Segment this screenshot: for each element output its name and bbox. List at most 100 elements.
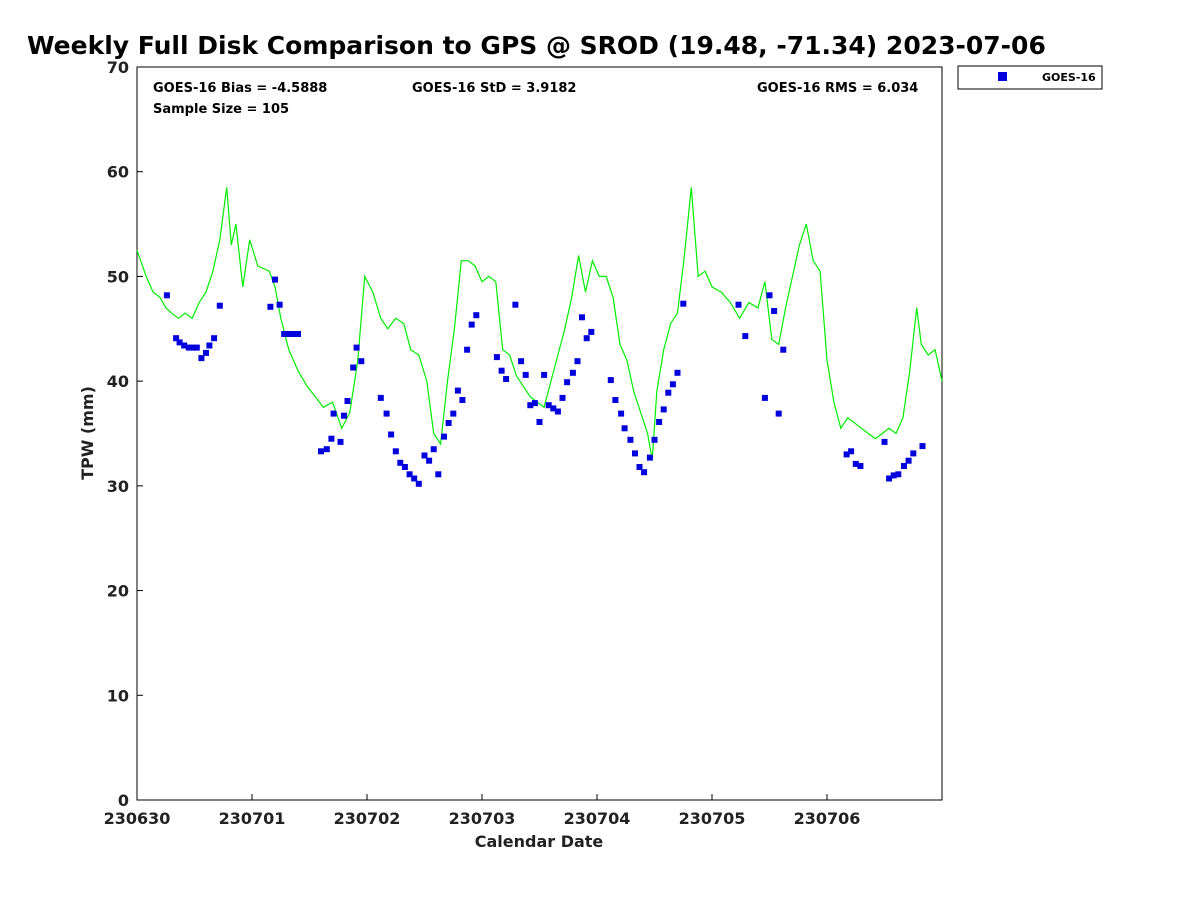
goes16-point [646,454,653,461]
goes16-point [550,405,557,412]
goes16-point [588,328,595,335]
goes16-point [493,354,500,361]
goes16-point [536,419,543,425]
goes16-point [895,471,902,478]
goes16-point [383,410,390,417]
goes16-point [468,321,475,328]
goes16-point [554,408,561,415]
goes16-point [890,472,897,479]
goes16-point [636,464,643,470]
goes16-point [353,344,360,351]
rms-stat: GOES-16 RMS = 6.034 [757,81,918,96]
goes16-point [901,463,907,469]
goes16-point [919,443,926,450]
goes16-point [660,406,667,413]
goes16-point [852,460,859,467]
goes16-point [318,448,324,455]
goes16-point [272,276,278,283]
goes16-point [267,303,274,310]
goes16-point [430,446,437,453]
goes16-point [459,397,466,403]
goes16-point [583,335,590,342]
y-tick-label: 40 [107,372,129,391]
legend: GOES-16 [957,65,1103,90]
goes16-point [392,448,399,455]
goes16-point [641,469,648,476]
plot-area [136,66,943,801]
goes16-point [341,412,347,419]
x-tick-label: 230706 [794,809,861,828]
y-tick-label: 50 [107,267,129,286]
goes16-point [415,480,422,487]
goes16-point [735,301,742,308]
goes16-point [669,381,676,388]
goes16-point [163,292,170,299]
x-tick-label: 230701 [219,809,286,828]
goes16-point [665,389,672,396]
sample-size-stat: Sample Size = 105 [153,102,289,117]
std-stat: GOES-16 StD = 3.9182 [412,81,576,96]
goes16-point [454,387,461,394]
goes16-point [211,335,218,342]
y-tick-label: 60 [107,163,129,182]
y-tick-label: 20 [107,582,129,601]
goes16-point [173,335,180,342]
y-tick-label: 70 [107,58,129,77]
goes16-point [541,371,548,378]
goes16-point [569,369,576,376]
legend-marker-goes16 [998,72,1007,81]
goes16-point [612,397,619,403]
goes16-point [607,377,614,384]
legend-label-goes16: GOES-16 [1042,71,1096,84]
goes16-point [323,446,330,453]
y-axis: 0 10 20 30 40 50 60 70 [107,58,143,810]
goes16-point [406,471,413,478]
goes16-point [881,438,888,445]
goes16-point [680,300,687,307]
goes16-point [193,344,200,351]
goes16-point [518,358,525,365]
goes16-point [771,308,778,314]
goes16-point [761,394,768,401]
goes16-point [473,312,480,319]
goes16-point [330,410,337,417]
goes16-point [564,379,571,386]
goes16-point [857,463,864,469]
x-axis: 230630 230701 230702 230703 230704 230705 2307… [104,794,861,828]
bias-stat: GOES-16 Bias = -4.5888 [153,81,327,96]
goes16-point [512,301,519,308]
goes16-point [621,425,628,432]
goes16-point [426,457,433,464]
gps-tpw-line [136,187,943,460]
x-tick-label: 230703 [449,809,516,828]
goes16-point [285,331,292,337]
goes16-point [203,349,209,356]
goes16-point [464,346,471,353]
goes16-point [281,331,288,337]
goes16-point [445,420,452,426]
y-tick-label: 30 [107,477,129,496]
x-tick-label: 230705 [679,809,746,828]
goes16-point [503,376,510,382]
chart-title: Weekly Full Disk Comparison to GPS @ SRO… [27,31,1046,60]
goes16-point [421,452,428,459]
goes16-point [651,436,658,443]
goes16-point [886,475,893,482]
goes16-point [350,364,357,371]
goes16-point [441,433,447,440]
goes16-point [766,292,773,299]
goes16-point [358,358,365,365]
goes16-point [674,369,681,376]
goes16-point [843,451,850,458]
series-layer [136,187,943,487]
x-axis-label: Calendar Date [475,832,604,851]
y-axis-label: TPW (mm) [78,386,97,480]
goes16-point [181,342,188,349]
goes16-point [905,457,912,464]
goes16-point [328,435,335,442]
goes16-point [344,398,351,404]
goes16-point [531,400,538,407]
goes16-point [632,450,638,457]
goes16-point [775,410,782,417]
goes16-point [388,431,395,438]
